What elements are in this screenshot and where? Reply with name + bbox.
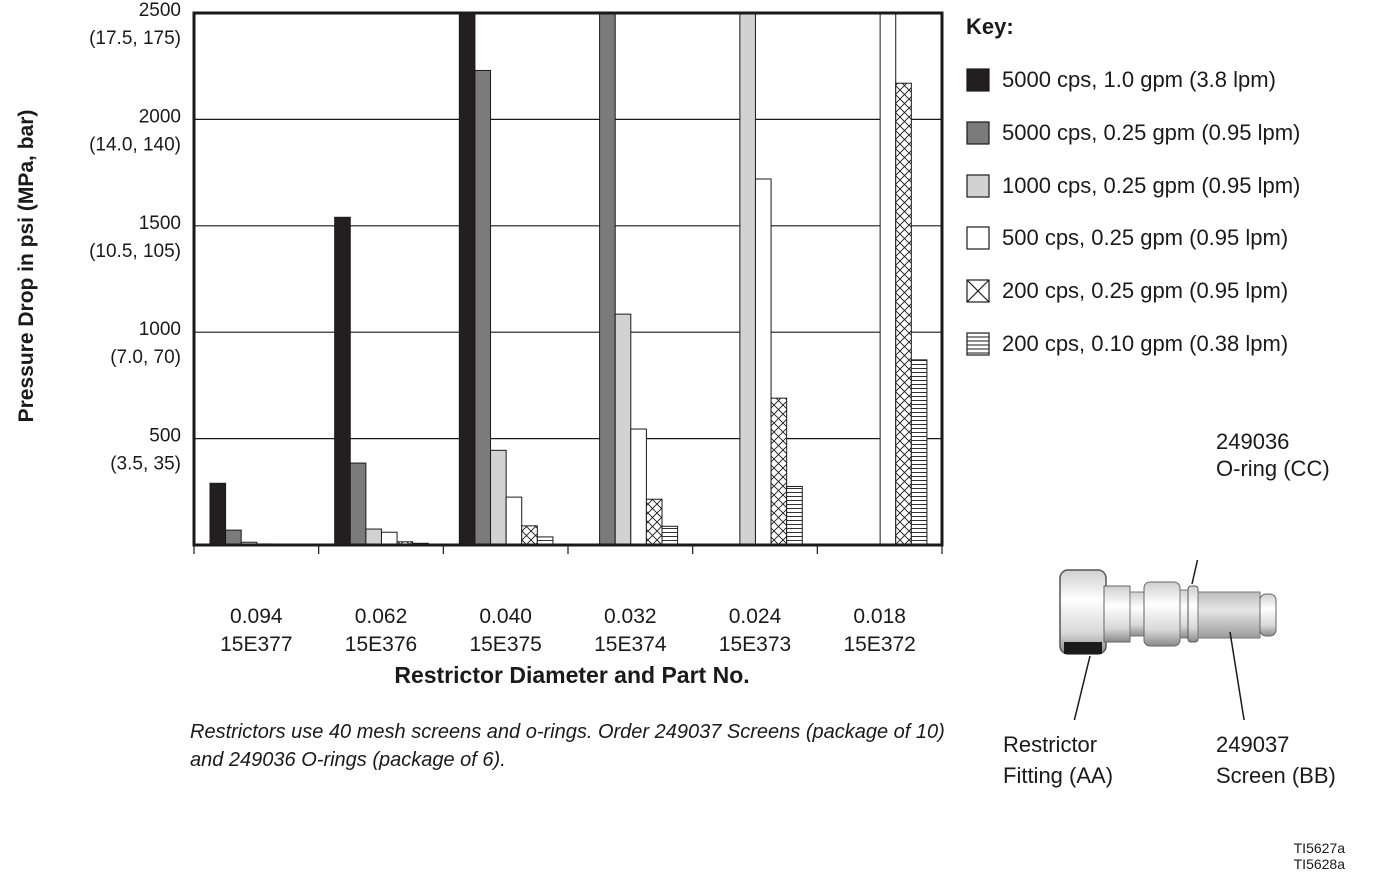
legend-swatch bbox=[966, 332, 990, 356]
screen-part-number: 249037 bbox=[1216, 732, 1290, 757]
legend-item: 200 cps, 0.25 gpm (0.95 lpm) bbox=[966, 274, 1300, 308]
legend-swatch bbox=[966, 121, 990, 145]
bar bbox=[645, 498, 663, 546]
y-tick-sublabel: (17.5, 175) bbox=[89, 28, 181, 49]
legend-label: 5000 cps, 0.25 gpm (0.95 lpm) bbox=[1002, 119, 1301, 145]
category-part-number: 15E376 bbox=[344, 633, 418, 656]
bar bbox=[458, 12, 476, 546]
category-diameter: 0.040 bbox=[479, 605, 532, 628]
fitting-callout: Restrictor Fitting (AA) bbox=[1003, 729, 1113, 791]
category-diameter: 0.032 bbox=[604, 605, 657, 628]
y-tick-labels: 2500 (17.5, 175) 2000 (14.0, 140) 1500 (10.5,… bbox=[89, 0, 181, 475]
bar bbox=[505, 496, 523, 546]
legend-swatch bbox=[966, 226, 990, 250]
y-tick-sublabel: (10.5, 105) bbox=[89, 241, 181, 262]
legend-label: 5000 cps, 1.0 gpm (3.8 lpm) bbox=[1002, 67, 1276, 92]
bar bbox=[786, 485, 803, 546]
bar bbox=[380, 531, 398, 546]
legend-item: 500 cps, 0.25 gpm (0.95 lpm) bbox=[966, 221, 1300, 255]
category-part-number: 15E373 bbox=[718, 633, 792, 656]
fitting-label-line1: Restrictor bbox=[1003, 732, 1098, 757]
category-part-number: 15E374 bbox=[594, 633, 667, 656]
legend-swatch bbox=[966, 173, 990, 198]
fitting-label-line2: Fitting (AA) bbox=[1003, 763, 1114, 788]
legend-item: 5000 cps, 0.25 gpm (0.95 lpm) bbox=[966, 116, 1300, 150]
oring-part-number: 249036 bbox=[1216, 429, 1290, 454]
bar bbox=[365, 528, 382, 546]
gridlines bbox=[194, 118, 942, 440]
screen-callout: 249037 Screen (BB) bbox=[1216, 729, 1336, 791]
screen-name: Screen (BB) bbox=[1216, 763, 1336, 788]
legend-label: 200 cps, 0.25 gpm (0.95 lpm) bbox=[1002, 278, 1289, 304]
category-diameter: 0.024 bbox=[728, 605, 782, 628]
category-diameter: 0.062 bbox=[354, 605, 408, 628]
bar bbox=[349, 462, 367, 546]
category-diameter: 0.018 bbox=[853, 605, 906, 628]
category-part-number: 15E372 bbox=[843, 633, 916, 656]
category-label: 0.024 15E373 bbox=[695, 603, 815, 659]
category-label: 0.018 15E372 bbox=[820, 603, 940, 659]
bar bbox=[599, 12, 616, 546]
caption: Restrictors use 40 mesh screens and o-ri… bbox=[190, 721, 945, 771]
bar bbox=[209, 482, 227, 546]
category-label: 0.032 15E374 bbox=[570, 603, 690, 659]
category-label: 0.062 15E376 bbox=[321, 603, 441, 659]
bar bbox=[879, 12, 897, 546]
y-tick-label: 1000 bbox=[139, 319, 181, 340]
y-tick-label: 1500 bbox=[139, 213, 181, 234]
y-tick-sublabel: (3.5, 35) bbox=[110, 454, 181, 475]
restrictor-fitting-illustration bbox=[1059, 560, 1277, 720]
legend-item: 1000 cps, 0.25 gpm (0.95 lpm) bbox=[966, 169, 1300, 203]
oring-callout: 249036 O-ring (CC) bbox=[1216, 428, 1330, 482]
bar bbox=[895, 82, 912, 546]
legend: Key: 5000 cps, 1.0 gpm (3.8 lpm) 5000 cps… bbox=[966, 14, 1300, 380]
category-label: 0.040 15E375 bbox=[446, 603, 566, 659]
plot-frame bbox=[192, 11, 944, 547]
bar bbox=[474, 69, 492, 546]
bar bbox=[490, 449, 507, 546]
y-tick-sublabel: (7.0, 70) bbox=[110, 347, 181, 368]
figure-id: TI5628a bbox=[1293, 856, 1345, 872]
category-part-number: 15E377 bbox=[220, 633, 293, 656]
x-axis-title: Restrictor Diameter and Part No. bbox=[394, 662, 749, 688]
legend-title: Key: bbox=[966, 14, 1014, 39]
category-part-number: 15E375 bbox=[469, 633, 542, 656]
bar bbox=[910, 359, 928, 546]
figure-ids: TI5627a TI5628a bbox=[1294, 840, 1345, 872]
bar bbox=[614, 313, 632, 546]
oring-name: O-ring (CC) bbox=[1216, 456, 1330, 481]
legend-label: 500 cps, 0.25 gpm (0.95 lpm) bbox=[1002, 225, 1289, 251]
bar bbox=[661, 525, 679, 546]
legend-label: 1000 cps, 0.25 gpm (0.95 lpm) bbox=[1002, 172, 1301, 198]
bar bbox=[770, 397, 788, 546]
bar bbox=[521, 525, 538, 546]
bar bbox=[334, 216, 351, 546]
bar bbox=[739, 12, 756, 546]
legend-item: 200 cps, 0.10 gpm (0.38 lpm) bbox=[966, 327, 1300, 361]
bar bbox=[754, 178, 772, 546]
y-tick-label: 2500 bbox=[139, 0, 181, 21]
bar bbox=[630, 428, 647, 546]
legend-swatch bbox=[966, 68, 990, 92]
y-tick-label: 2000 bbox=[139, 106, 181, 127]
x-ticks bbox=[193, 545, 943, 554]
figure-id: TI5627a bbox=[1293, 840, 1345, 856]
legend-swatch bbox=[966, 279, 990, 303]
y-tick-label: 500 bbox=[149, 426, 181, 447]
bar bbox=[225, 529, 242, 546]
bars bbox=[209, 12, 928, 546]
category-label: 0.094 15E377 bbox=[196, 603, 316, 659]
legend-label: 200 cps, 0.10 gpm (0.38 lpm) bbox=[1002, 330, 1289, 356]
bar-chart: 2500 (17.5, 175) 2000 (14.0, 140) 1500 (10.5,… bbox=[15, 0, 944, 688]
y-tick-sublabel: (14.0, 140) bbox=[89, 134, 181, 155]
y-axis-title: Pressure Drop in psi (MPa, bar) bbox=[15, 110, 38, 423]
legend-item: 5000 cps, 1.0 gpm (3.8 lpm) bbox=[966, 63, 1300, 97]
category-diameter: 0.094 bbox=[230, 605, 283, 628]
